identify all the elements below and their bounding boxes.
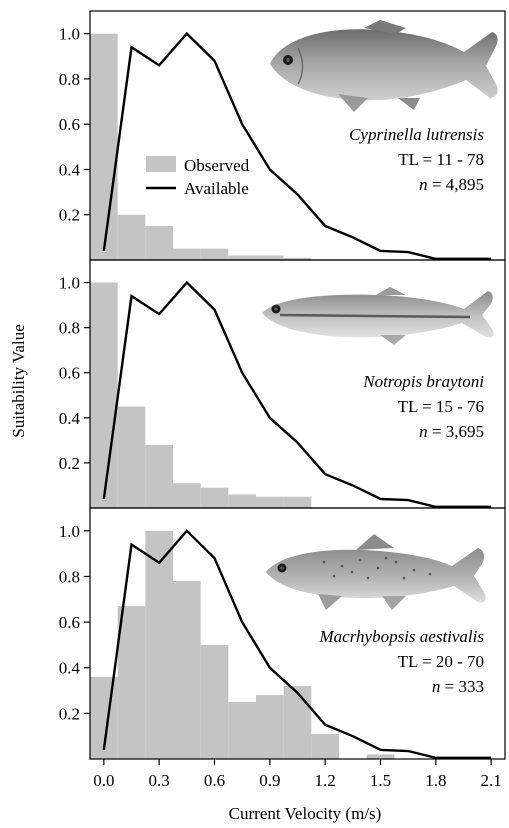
tl-label: TL = 15 - 76 [398, 397, 484, 416]
available-line [102, 280, 492, 509]
x-tick-label: 1.8 [425, 771, 446, 790]
observed-bar [256, 496, 284, 508]
observed-bars [90, 282, 312, 508]
x-tick-label: 2.1 [481, 771, 502, 790]
y-tick-label: 0.8 [59, 567, 80, 586]
panel-frame [89, 507, 506, 760]
x-tick-label: 0.9 [259, 771, 280, 790]
y-tick-label: 0.6 [59, 364, 80, 383]
observed-bar [256, 695, 284, 759]
observed-bar [200, 644, 229, 759]
available-line [102, 31, 492, 261]
species-label: Notropis braytoni [362, 372, 484, 391]
y-tick-label: 0.8 [59, 319, 80, 338]
x-axis-title: Current Velocity (m/s) [229, 804, 382, 823]
observed-bar [173, 248, 201, 260]
observed-bar [283, 685, 312, 759]
legend: Observed Available [146, 156, 250, 198]
fish-photo-notropis [262, 287, 494, 345]
y-tick-label: 1.0 [59, 25, 80, 44]
observed-bar [283, 257, 312, 260]
available-line [102, 529, 492, 760]
observed-bar [145, 226, 173, 260]
observed-bar [228, 701, 256, 759]
y-axis-ticks: 0.2 0.4 0.6 0.8 1.0 [59, 274, 90, 473]
observed-bar [256, 255, 284, 260]
observed-bar [311, 733, 339, 759]
x-axis-ticks: 0.0 0.3 0.6 0.9 1.2 1.5 1.8 2.1 [93, 759, 502, 790]
y-tick-label: 0.6 [59, 115, 80, 134]
x-tick-label: 0.3 [149, 771, 170, 790]
species-label: Cyprinella lutrensis [349, 125, 484, 144]
y-axis-title: Suitability Value [9, 324, 28, 438]
y-tick-label: 1.0 [59, 274, 80, 293]
observed-bar [366, 754, 395, 759]
observed-bar [145, 444, 173, 508]
legend-observed-swatch [146, 156, 176, 172]
fish-photo-macrhybopsis [266, 534, 486, 610]
n-label: n = 4,895 [419, 175, 484, 194]
observed-bar [173, 581, 201, 759]
tl-label: TL = 11 - 78 [398, 150, 484, 169]
n-label: n = 333 [432, 677, 484, 696]
observed-bar [117, 214, 146, 260]
species-label: Macrhybopsis aestivalis [319, 627, 485, 646]
observed-bar [200, 487, 229, 508]
n-label: n = 3,695 [419, 422, 484, 441]
legend-available-label: Available [184, 179, 249, 198]
observed-bar [117, 606, 146, 759]
fish-photo-cyprinella [270, 20, 498, 112]
y-tick-label: 0.4 [59, 160, 81, 179]
y-tick-label: 0.2 [59, 704, 80, 723]
observed-bar [145, 530, 173, 759]
observed-bar [90, 33, 118, 260]
y-tick-label: 0.4 [59, 409, 81, 428]
observed-bars [90, 530, 395, 759]
observed-bar [173, 483, 201, 508]
observed-bar [283, 496, 312, 508]
panel-cyprinella: 0.2 0.4 0.6 0.8 1.0 Cyprinella lutrensis TL … [59, 10, 506, 261]
observed-bars [90, 33, 312, 260]
x-tick-label: 0.6 [204, 771, 225, 790]
legend-observed-label: Observed [184, 156, 250, 175]
observed-bar [117, 406, 146, 508]
tl-label: TL = 20 - 70 [398, 652, 484, 671]
panel-notropis: 0.2 0.4 0.6 0.8 1.0 Notropis braytoni TL = 1… [59, 259, 506, 509]
x-tick-label: 1.2 [315, 771, 336, 790]
y-axis-ticks: 0.2 0.4 0.6 0.8 1.0 [59, 522, 90, 723]
y-tick-label: 0.4 [59, 659, 81, 678]
y-tick-label: 0.8 [59, 70, 80, 89]
x-tick-label: 1.5 [370, 771, 391, 790]
observed-bar [90, 282, 118, 508]
y-axis-ticks: 0.2 0.4 0.6 0.8 1.0 [59, 25, 90, 225]
observed-bar [200, 248, 229, 260]
observed-bar [228, 255, 256, 260]
y-tick-label: 0.2 [59, 454, 80, 473]
y-tick-label: 1.0 [59, 522, 80, 541]
observed-bar [228, 494, 256, 508]
y-tick-label: 0.2 [59, 206, 80, 225]
panel-macrhybopsis: 0.20.40.60.81.0 Macrhybopsis aestivalis … [59, 507, 506, 760]
y-tick-label: 0.6 [59, 613, 80, 632]
x-tick-label: 0.0 [93, 771, 114, 790]
